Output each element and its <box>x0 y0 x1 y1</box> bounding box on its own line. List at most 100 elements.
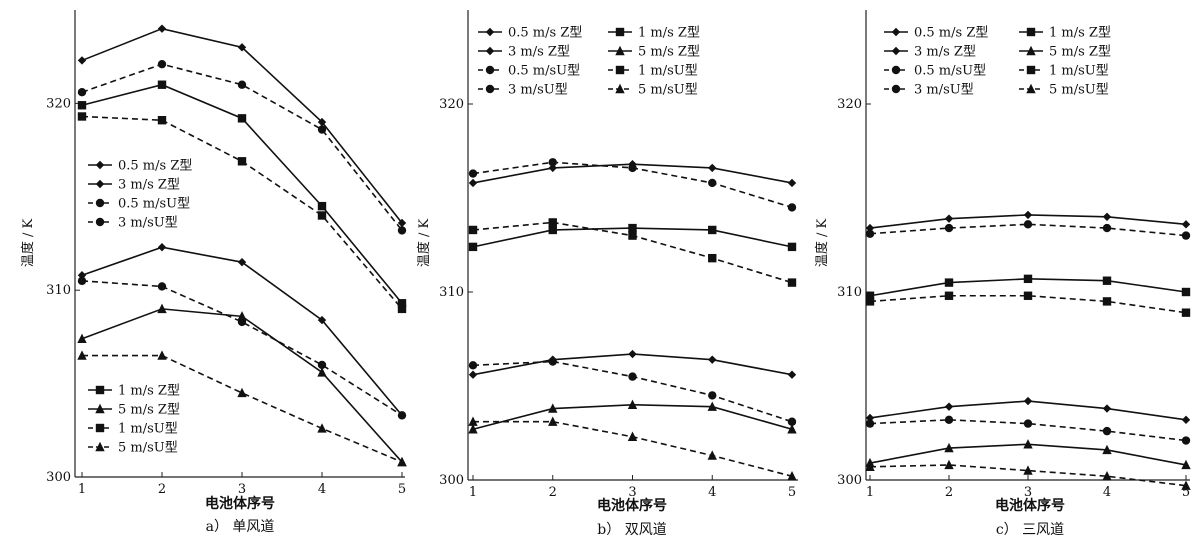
panel-c-legend: 0.5 m/s Z型 1 m/s Z型 3 m/s Z型 5 m/s Z型 0.5 m/… <box>884 26 1111 98</box>
panel-c-series-1-point <box>944 223 954 233</box>
panel-b-series-4-point <box>708 355 717 364</box>
panel-c-series-2-point <box>1181 287 1191 297</box>
panel-a-series-1-point <box>157 59 167 69</box>
panel-c-series-5-point <box>865 419 875 428</box>
panel-c-series-3-point <box>944 291 954 300</box>
panel-b-series-2-point <box>787 242 797 252</box>
panel-b-series-5-point <box>708 391 717 400</box>
panel-c-series-1-point <box>1023 220 1033 229</box>
panel-c-legend-entry: 0.5 m/sU型 <box>914 64 986 79</box>
panel-b-series-1-point <box>628 163 637 173</box>
panel-b-ytick-label: 310 <box>439 285 464 300</box>
panel-a-series-line-5 <box>81 280 403 417</box>
panel-a-series-2-point <box>237 114 247 123</box>
panel-b-xtick-label: 2 <box>549 485 557 500</box>
panel-b-series-6-point <box>707 401 717 411</box>
panel-c-series-2-point <box>865 291 875 300</box>
panel-b-legend-entry: 5 m/s Z型 <box>638 45 700 60</box>
panel-b-xtick-label: 4 <box>708 485 716 500</box>
panel-b-series-3-point <box>628 231 637 240</box>
panel-c-series-1-point <box>1102 223 1112 233</box>
panel-b-series-7-point <box>627 431 638 441</box>
panel-b-series-1-point <box>708 178 717 188</box>
panel-b-legend: 0.5 m/s Z型 1 m/s Z型 3 m/s Z型 5 m/s Z型 0.5 m/… <box>478 26 700 98</box>
panel-c-legend-entry: 0.5 m/s Z型 <box>914 26 988 41</box>
panel-c-series-4-point <box>1102 404 1112 413</box>
panel-a-series-3-point <box>77 112 87 121</box>
panel-c-legend-entry: 3 m/sU型 <box>914 83 974 98</box>
panel-a-legend-entry: 5 m/sU型 <box>118 441 178 456</box>
panel-c-series-line-7 <box>869 464 1187 487</box>
panel-c-legend-marker <box>1026 65 1036 75</box>
panel-c-series-7-point <box>1102 471 1112 481</box>
panel-b-legend-entry: 0.5 m/s Z型 <box>508 26 582 41</box>
panel-b-series-1-point <box>468 169 478 178</box>
panel-c-series-line-1 <box>869 223 1187 237</box>
panel-a-ticks: 1 2 3 4 5 300 310 320 <box>46 96 406 497</box>
panel-b-series-3-point <box>468 225 478 235</box>
panel-c-series-5-point <box>944 415 954 425</box>
panel-a-series-1-point <box>237 80 247 89</box>
panel-a-series-7-point <box>77 350 87 360</box>
panel-a-ytick-label: 310 <box>46 283 71 298</box>
panel-a-series-5-point <box>397 411 407 420</box>
panel-c-legend-entry: 5 m/s Z型 <box>1049 45 1111 60</box>
panel-c-legend-marker <box>891 46 901 56</box>
panel-a-legend-entry: 3 m/s Z型 <box>118 178 180 193</box>
panel-b-series-7-point <box>707 450 717 460</box>
panel-a-series-3-point <box>317 211 327 220</box>
panel-a-legend-marker <box>95 403 105 414</box>
panel-a-series-0-point <box>157 24 167 33</box>
panel-a-series-3-point <box>237 157 247 166</box>
panel-c-series-7-point <box>1181 480 1191 490</box>
panel-b-legend-marker <box>485 46 495 56</box>
panel-b-series-6-point <box>468 424 478 434</box>
panel-c-series-6-point <box>944 442 954 453</box>
panel-c-series-4-point <box>944 402 954 411</box>
panel-b-legend-entry: 5 m/sU型 <box>638 83 698 98</box>
panel-c-series-4-point <box>1181 415 1191 425</box>
panel-c-caption: c） 三风道 <box>996 522 1064 538</box>
panel-a-xtick-label: 5 <box>398 482 406 497</box>
panel-b-series-0-point <box>787 178 797 188</box>
panel-a-series-0-point <box>397 218 407 228</box>
panel-b-series-4-point <box>628 349 637 359</box>
panel-b-xtick-label: 3 <box>628 485 636 500</box>
panel-a-series-0-point <box>237 43 247 52</box>
panel-a-legend-entry: 1 m/sU型 <box>118 422 178 437</box>
panel-a-legend-entry: 0.5 m/s Z型 <box>118 159 192 174</box>
panel-c-legend-marker <box>891 84 901 94</box>
panel-b-series-3-point <box>787 278 797 287</box>
panel-b-series-5-point <box>548 357 557 366</box>
panel-c-series-line-5 <box>869 419 1187 442</box>
panel-b-legend-marker <box>485 84 495 94</box>
panel-c-series-5-point <box>1102 426 1112 436</box>
panel-c-xtick-label: 2 <box>945 485 953 500</box>
panel-a-series-7-point <box>157 350 167 360</box>
panel-b-xtick-label: 1 <box>469 485 477 500</box>
panel-c-series-0-point <box>944 214 954 223</box>
panel-c-series-6-point <box>1181 459 1191 470</box>
panel-a-series-2-point <box>157 80 167 89</box>
panel-b-series-2-point <box>468 242 478 252</box>
panel-b-series-7-point <box>468 416 478 426</box>
panel-b-legend-marker <box>485 27 495 37</box>
panel-a-series-4-point <box>237 257 247 267</box>
panel-c-series-1-point <box>865 229 875 238</box>
panel-a-legend-entry: 3 m/sU型 <box>118 216 178 231</box>
panel-c-legend-marker <box>1026 45 1036 56</box>
panel-a-xtick-label: 3 <box>238 482 246 497</box>
panel-c-xtick-label: 3 <box>1024 485 1032 500</box>
panel-c-ylabel: 温度 / K <box>814 219 830 268</box>
panel-c-ytick-label: 320 <box>837 97 862 112</box>
panel-b-series-6-point <box>787 424 797 434</box>
panel-a-series-2-point <box>397 299 407 308</box>
panel-a-series-0-point <box>77 56 87 65</box>
panel-c-series-3-point <box>865 297 875 306</box>
panel-a-legend-marker <box>95 217 105 227</box>
panel-c-series-line-3 <box>869 294 1187 314</box>
panel-a-series-2-point <box>77 101 87 110</box>
panel-a-legend-1: 0.5 m/s Z型 3 m/s Z型 0.5 m/sU型 3 m/sU型 <box>88 159 192 231</box>
panel-c-series-3-point <box>1023 291 1033 300</box>
